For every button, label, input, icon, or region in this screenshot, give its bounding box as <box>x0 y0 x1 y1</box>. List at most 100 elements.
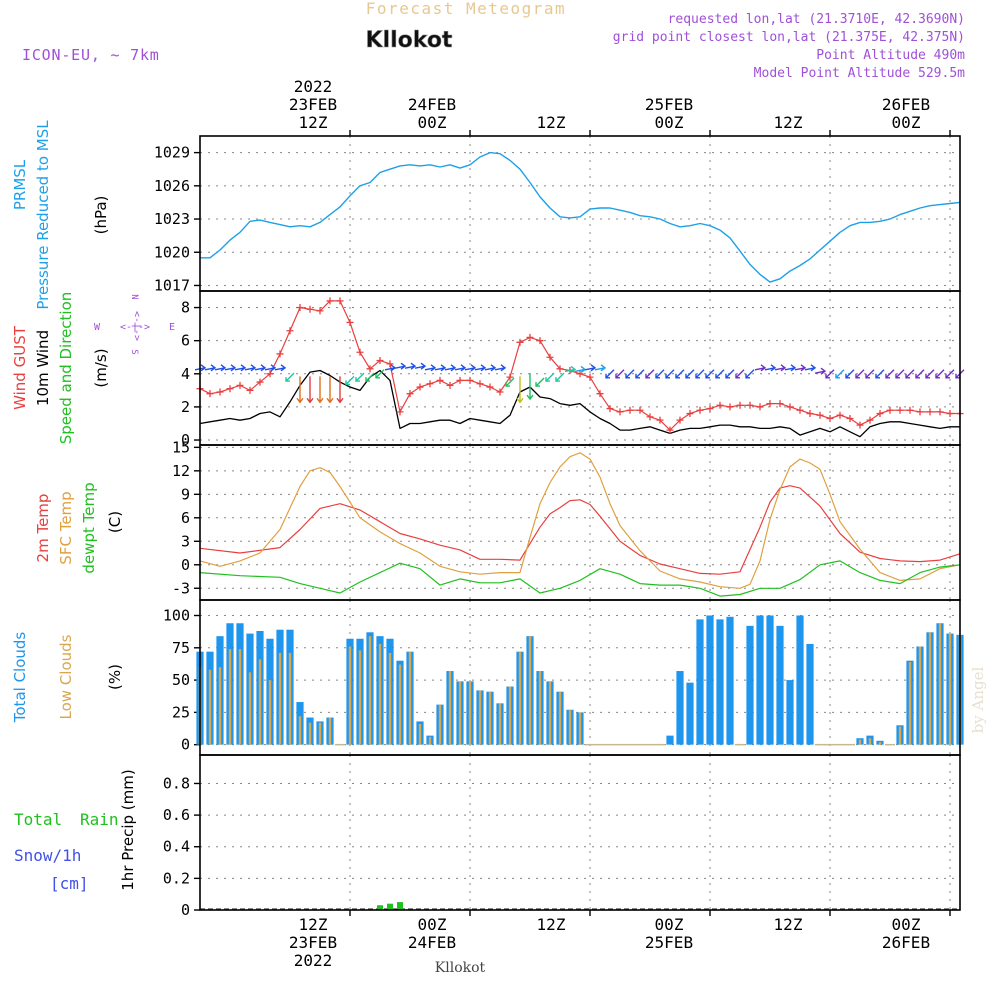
gust-marker <box>456 376 464 384</box>
wind-direction-arrow <box>234 364 247 372</box>
pressure-panel-labels: PRMSL Pressure Reduced to MSL (hPa) <box>11 120 110 310</box>
precip-axis-label: 1hr Precip (mm) <box>119 769 137 890</box>
gust-marker <box>546 353 554 361</box>
y-tick-label: 6 <box>181 509 190 527</box>
total-cloud-bar <box>776 625 784 745</box>
model-altitude: Model Point Altitude 529.5m <box>754 66 965 81</box>
wind-direction-arrow <box>464 364 477 372</box>
sfc-temp-line <box>199 452 961 589</box>
bottom-label-4: 12Z <box>774 915 803 934</box>
bottom-label-line2: 24FEB <box>408 933 456 952</box>
y-tick-label: 0 <box>181 431 190 449</box>
low-cloud-bar <box>278 652 282 745</box>
compass-west: W <box>94 322 101 333</box>
top-time-axis: 2022 23FEB 12Z 24FEB 00Z 12Z 25FEB 00Z 1… <box>289 77 930 132</box>
gust-marker <box>866 416 874 424</box>
compass-vertical: <-|-> <box>131 311 142 341</box>
wind-direction-arrow <box>794 364 807 372</box>
low-cloud-bar <box>308 722 312 745</box>
panel-frame <box>199 290 961 446</box>
wind-direction-arrow <box>635 369 645 379</box>
wind-direction-arrow <box>545 372 555 382</box>
low-cloud-bar <box>368 636 372 745</box>
gust-marker <box>816 411 824 419</box>
low-cloud-bar <box>378 643 382 745</box>
gust-marker <box>676 416 684 424</box>
wind-direction-arrow <box>375 369 385 379</box>
low-cloud-bar <box>468 681 472 745</box>
clouds-panel: 0 25 50 75 100 <box>163 600 964 755</box>
wind-direction-arrow <box>764 364 777 372</box>
gust-marker <box>206 390 214 398</box>
model-label: ICON-EU, ~ 7km <box>22 46 160 64</box>
gust-marker <box>526 333 534 341</box>
point-altitude: Point Altitude 490m <box>816 48 965 63</box>
sfc-label: SFC Temp <box>57 491 75 564</box>
gust-marker <box>876 410 884 418</box>
gust-marker <box>356 348 364 356</box>
top-label-line3: 00Z <box>655 113 684 132</box>
t2m-label: 2m Temp <box>34 494 52 563</box>
wind-direction-arrow <box>494 364 507 372</box>
wind-direction-arrow <box>675 369 685 379</box>
grid-coords: grid point closest lon,lat (21.375E, 42.… <box>613 30 965 45</box>
top-label-line3: 00Z <box>418 113 447 132</box>
y-tick-label: 2 <box>181 398 190 416</box>
bottom-label-5: 00Z 26FEB <box>882 915 930 952</box>
bottom-label-line2: 26FEB <box>882 933 930 952</box>
wind-direction-arrow <box>204 364 217 372</box>
low-cloud-bar <box>398 664 402 745</box>
gust-marker <box>496 388 504 396</box>
low-cloud-bar <box>238 649 242 745</box>
total-cloud-bar <box>766 615 774 745</box>
temp-panel-labels: 2m Temp SFC Temp dewpt Temp (C) <box>34 482 124 573</box>
wind-panel-labels: Wind GUST 10m Wind Speed and Direction (… <box>11 292 175 445</box>
gust-marker <box>596 390 604 398</box>
low-cloud-bar <box>478 690 482 745</box>
y-tick-label: 75 <box>172 639 190 657</box>
gust-marker <box>396 408 404 416</box>
panel-frame <box>199 135 961 292</box>
gust-marker <box>296 304 304 312</box>
bottom-label-line2: 25FEB <box>645 933 693 952</box>
bottom-time-axis: 12Z 23FEB 2022 00Z 24FEB 12Z 00Z 25FEB 1… <box>289 915 930 976</box>
top-label-line3: 12Z <box>299 113 328 132</box>
wind-direction-arrow <box>895 369 905 379</box>
dewpt-label: dewpt Temp <box>80 482 98 573</box>
gust-marker <box>666 426 674 434</box>
wind-direction-arrow <box>754 364 767 372</box>
gust-marker <box>386 360 394 368</box>
top-label-line2: 24FEB <box>408 95 456 114</box>
gust-marker <box>796 406 804 414</box>
low-cloud-bar <box>388 652 392 745</box>
gust-marker <box>716 401 724 409</box>
wind-direction-arrow <box>855 369 865 379</box>
wind10-line <box>199 369 960 438</box>
requested-coords: requested lon,lat (21.3710E, 42.3690N) <box>668 12 965 27</box>
y-tick-label: 3 <box>181 532 190 550</box>
pressure-units: (hPa) <box>92 196 110 235</box>
gust-marker <box>656 416 664 424</box>
wind-direction-arrow <box>505 377 515 387</box>
gust-marker <box>436 376 444 384</box>
wind-direction-arrow <box>814 367 827 375</box>
top-label-line2: 26FEB <box>882 95 930 114</box>
wind-direction-arrow <box>845 369 855 379</box>
prmsl-label: PRMSL <box>11 159 29 210</box>
low-cloud-bar <box>228 649 232 745</box>
bottom-label-2: 12Z <box>537 915 566 934</box>
wind-direction-arrow <box>885 369 895 379</box>
wind-direction-arrow <box>865 369 875 379</box>
y-tick-label: 25 <box>172 703 190 721</box>
low-cloud-bar <box>948 633 952 745</box>
low-cloud-bar <box>508 686 512 745</box>
wind-direction-arrow <box>715 369 725 379</box>
wind-direction-arrow <box>345 375 355 386</box>
wind-direction-arrow <box>285 372 295 382</box>
location-title: Kllokot <box>366 28 453 53</box>
wind-direction-arrow <box>274 364 287 372</box>
bottom-label-line1: 00Z <box>655 915 684 934</box>
bottom-label-3: 00Z 25FEB <box>645 915 693 952</box>
wind-direction-arrow <box>394 362 407 370</box>
wind-direction-arrow <box>355 372 365 382</box>
